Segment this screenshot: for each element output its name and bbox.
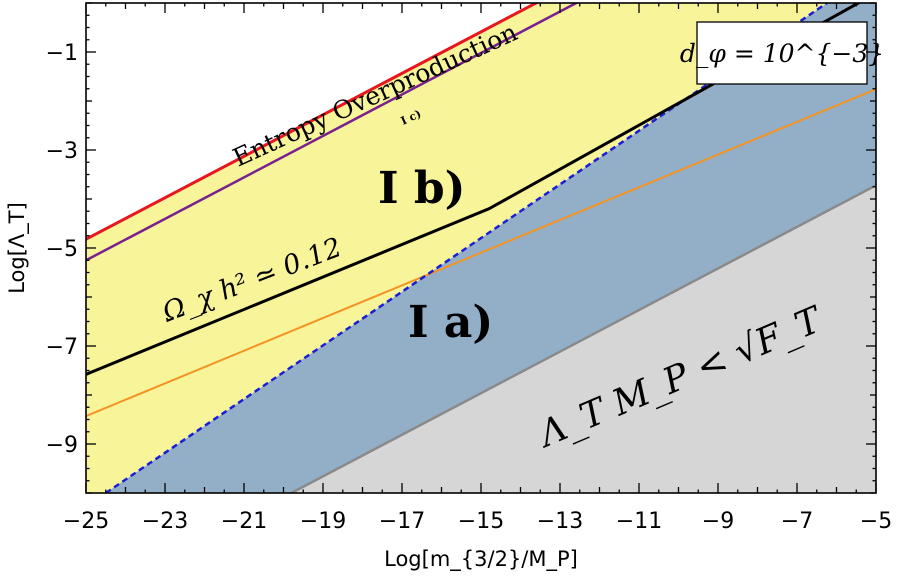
orange-line: [86, 88, 876, 418]
x-tick-label: −7: [781, 509, 813, 534]
y-tick-label: −3: [46, 139, 78, 164]
x-axis-label: Log[m_{3/2}/M_P]: [384, 547, 578, 572]
parameter-box: d_φ = 10^{−3}: [680, 21, 884, 85]
dashed-boundary-line: [105, 3, 828, 493]
x-tick-label: −15: [458, 509, 504, 534]
x-tick-label: −17: [379, 509, 425, 534]
ic-boundary-line: [86, 3, 579, 262]
region-i-b-label: I b): [378, 163, 465, 214]
x-tick-label: −5: [860, 509, 892, 534]
x-tick-label: −21: [221, 509, 267, 534]
x-tick-label: −19: [300, 509, 346, 534]
parameter-box-frame: [696, 21, 868, 85]
y-tick-label: −1: [46, 41, 78, 66]
region-i-b-yellow: [86, 3, 828, 493]
region-i-a-label: I a): [408, 297, 493, 348]
ticks-layer: [85, 2, 877, 494]
x-tick-label: −13: [537, 509, 583, 534]
gray-boundary-line: [290, 184, 876, 493]
y-axis-label: Log[Λ_T]: [5, 202, 30, 294]
x-tick-label: −23: [142, 509, 188, 534]
x-tick-label: −9: [702, 509, 734, 534]
y-tick-label: −7: [46, 335, 78, 360]
entropy-overproduction-line: [86, 3, 540, 241]
parameter-box-text: d_φ = 10^{−3}: [680, 39, 884, 68]
x-tick-label: −11: [616, 509, 662, 534]
tick-labels-layer: −25 −23 −21 −19 −17 −15 −13 −11 −9 −7 −5 −1 −3 −5 −7 −9: [46, 41, 893, 534]
y-tick-label: −5: [46, 237, 78, 262]
x-tick-label: −25: [63, 509, 109, 534]
y-tick-label: −9: [46, 433, 78, 458]
